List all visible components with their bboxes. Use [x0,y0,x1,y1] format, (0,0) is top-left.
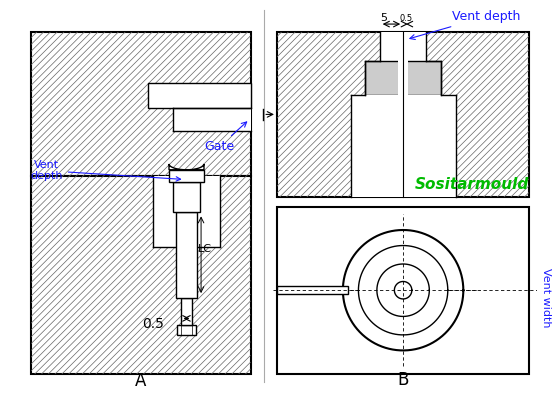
Polygon shape [277,32,529,197]
Bar [181,298,192,325]
Text: Gate: Gate [204,122,247,153]
Text: 0.5: 0.5 [399,14,413,23]
Polygon shape [398,32,408,197]
Bar [173,182,200,212]
Text: 0.5: 0.5 [142,317,164,331]
Bar [177,325,196,335]
Bar [277,207,529,374]
Text: Vent depth: Vent depth [410,10,520,40]
Polygon shape [365,61,441,95]
Text: Vent width: Vent width [541,268,551,328]
Text: B: B [398,372,409,389]
Text: 5: 5 [380,13,387,23]
Polygon shape [148,83,251,108]
Polygon shape [277,286,348,294]
Polygon shape [154,175,220,247]
Bar [169,170,204,182]
Text: A: A [135,372,147,390]
Polygon shape [31,175,251,374]
Polygon shape [398,32,408,197]
Polygon shape [365,61,441,95]
Polygon shape [169,164,204,170]
Text: LC: LC [198,244,212,254]
Text: Vent
depth: Vent depth [30,160,180,181]
Text: Sositarmould: Sositarmould [415,177,529,192]
Polygon shape [351,95,456,197]
Polygon shape [380,32,426,61]
Polygon shape [31,32,251,175]
Polygon shape [173,108,251,131]
Bar [176,212,197,298]
